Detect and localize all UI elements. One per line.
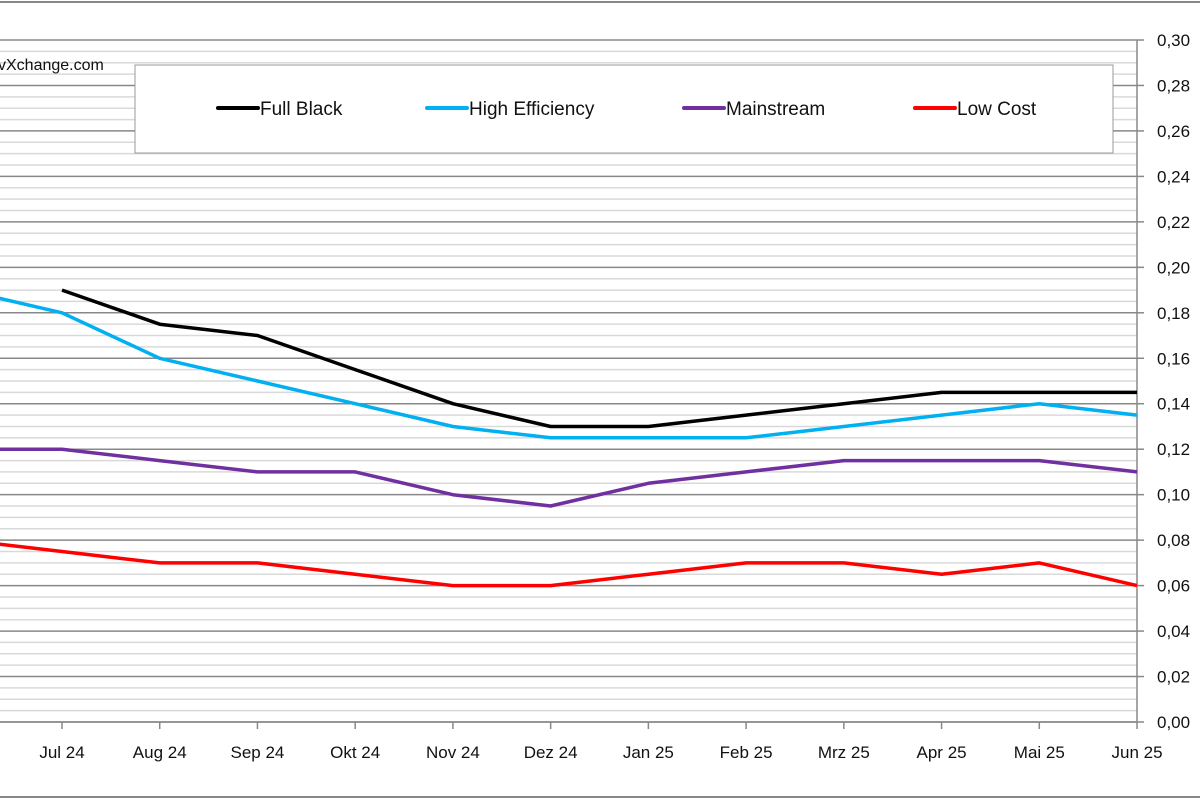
y-tick-label: 0,00 [1157, 713, 1190, 732]
y-tick-label: 0,18 [1157, 304, 1190, 323]
x-tick-label: Jan 25 [623, 743, 674, 762]
x-tick-label: Dez 24 [524, 743, 578, 762]
x-tick-label: Nov 24 [426, 743, 480, 762]
y-tick-label: 0,06 [1157, 577, 1190, 596]
x-tick-label: Jul 24 [39, 743, 84, 762]
x-tick-label: Aug 24 [133, 743, 187, 762]
legend-label: High Efficiency [469, 99, 595, 120]
y-tick-label: 0,22 [1157, 213, 1190, 232]
y-tick-label: 0,16 [1157, 349, 1190, 368]
y-tick-label: 0,04 [1157, 622, 1190, 641]
legend-label: Full Black [260, 99, 343, 120]
y-tick-label: 0,28 [1157, 76, 1190, 95]
y-tick-label: 0,20 [1157, 258, 1190, 277]
y-tick-label: 0,02 [1157, 668, 1190, 687]
x-tick-label: Mai 25 [1014, 743, 1065, 762]
series-line-full-black [61, 288, 1137, 429]
series-line-mainstream [0, 447, 1138, 508]
y-tick-label: 0,14 [1157, 395, 1190, 414]
x-tick-label: Mrz 25 [818, 743, 870, 762]
y-tick-label: 0,24 [1157, 167, 1190, 186]
x-tick-label: Apr 25 [917, 743, 967, 762]
x-tick-label: Okt 24 [330, 743, 380, 762]
watermark: vXchange.com [0, 57, 104, 74]
legend-label: Mainstream [726, 99, 825, 120]
y-tick-label: 0,10 [1157, 486, 1190, 505]
x-tick-label: Feb 25 [720, 743, 773, 762]
y-tick-label: 0,30 [1157, 31, 1190, 50]
y-tick-label: 0,12 [1157, 440, 1190, 459]
legend-label: Low Cost [957, 99, 1037, 120]
y-tick-label: 0,08 [1157, 531, 1190, 550]
x-tick-label: Jun 25 [1112, 743, 1163, 762]
legend: Full Black High Efficiency Mainstream Low C… [134, 64, 1114, 154]
x-tick-label: Sep 24 [231, 743, 285, 762]
y-tick-label: 0,26 [1157, 122, 1190, 141]
